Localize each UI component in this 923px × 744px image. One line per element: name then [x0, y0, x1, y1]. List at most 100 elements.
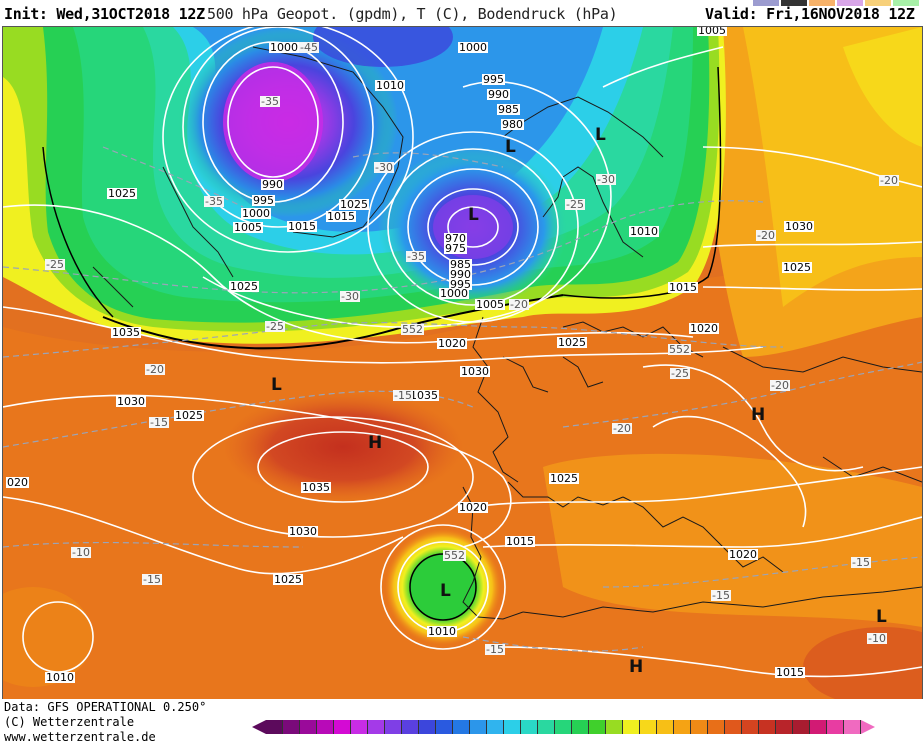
- temperature-label: -15: [711, 589, 731, 602]
- colorbar-cell: [691, 719, 708, 734]
- map-footer: Data: GFS OPERATIONAL 0.250° (C) Wetterz…: [0, 699, 923, 744]
- temperature-label: -20: [879, 174, 899, 187]
- pressure-label: 980: [501, 118, 524, 131]
- pressure-label: 1035: [409, 389, 439, 402]
- temperature-label: -10: [71, 546, 91, 559]
- mode-swatch[interactable]: [781, 0, 807, 6]
- colorbar-cell: [538, 719, 555, 734]
- colorbar-cell: [844, 719, 861, 734]
- colorbar-left-arrow: [252, 719, 266, 734]
- pressure-label: 1025: [557, 336, 587, 349]
- temperature-label: -20: [509, 298, 529, 311]
- weather-map: 1000 1000 1005 1010 995 990 985 980 1025 990 995 10…: [2, 26, 923, 700]
- temperature-isolines: [3, 146, 922, 652]
- colorbar-cell: [300, 719, 317, 734]
- temperature-label: -35: [204, 195, 224, 208]
- colorbar-cell: [504, 719, 521, 734]
- colorbar-cell: [776, 719, 793, 734]
- valid-info: Valid: Fri,16NOV2018 12Z: [705, 5, 915, 23]
- mode-swatch[interactable]: [809, 0, 835, 6]
- map-description: 500 hPa Geopot. (gpdm), T (C), Bodendruc…: [207, 5, 618, 23]
- temperature-label: -15: [851, 556, 871, 569]
- colorbar-cell: [317, 719, 334, 734]
- colorbar-cell: [368, 719, 385, 734]
- weather-map-canvas: [3, 27, 922, 699]
- pressure-label: 1000: [241, 207, 271, 220]
- colorbar-cell: [589, 719, 606, 734]
- pressure-label: 1010: [45, 671, 75, 684]
- pressure-label: 1005: [697, 26, 727, 37]
- pressure-label: 995: [252, 194, 275, 207]
- temperature-label: 552: [443, 549, 466, 562]
- temperature-label: -20: [145, 363, 165, 376]
- low-pressure-center: L: [505, 137, 516, 157]
- colorbar-cell: [725, 719, 742, 734]
- pressure-label: 1020: [458, 501, 488, 514]
- low-pressure-center: L: [468, 205, 479, 225]
- pressure-label: 1030: [116, 395, 146, 408]
- pressure-label: 1025: [782, 261, 812, 274]
- high-pressure-center: H: [629, 657, 644, 677]
- data-source: Data: GFS OPERATIONAL 0.250°: [4, 700, 207, 714]
- pressure-label: 1015: [775, 666, 805, 679]
- pressure-label: 1015: [505, 535, 535, 548]
- temperature-label: -25: [45, 258, 65, 271]
- colorbar-cell: [453, 719, 470, 734]
- colorbar-cell: [436, 719, 453, 734]
- temperature-label: -15: [393, 389, 413, 402]
- temperature-label: 552: [401, 323, 424, 336]
- colorbar-cell: [742, 719, 759, 734]
- pressure-label: 1025: [549, 472, 579, 485]
- pressure-label: 1000: [439, 287, 469, 300]
- copyright: (C) Wetterzentrale: [4, 715, 135, 729]
- init-label: Init:: [4, 5, 48, 23]
- colorbar-cell: [572, 719, 589, 734]
- colorbar-cell: [283, 719, 300, 734]
- temperature-label: -20: [756, 229, 776, 242]
- colorbar-cell: [521, 719, 538, 734]
- low-pressure-center: L: [876, 607, 887, 627]
- colorbar-cell: [657, 719, 674, 734]
- colorbar-cell: [708, 719, 725, 734]
- colorbar-cell: [674, 719, 691, 734]
- init-value: Wed,31OCT2018 12Z: [56, 5, 205, 23]
- pressure-label: 970: [444, 232, 467, 245]
- pressure-label: 1015: [287, 220, 317, 233]
- isobars: [3, 27, 922, 678]
- mode-swatch[interactable]: [893, 0, 919, 6]
- mode-swatch[interactable]: [837, 0, 863, 6]
- pressure-label: 995: [449, 278, 472, 291]
- pressure-label: 1030: [288, 525, 318, 538]
- colorbar-cell: [351, 719, 368, 734]
- high-pressure-center: H: [368, 433, 383, 453]
- colorbar-cell: [640, 719, 657, 734]
- low-pressure-center: L: [595, 125, 606, 145]
- colorbar-right-arrow: [861, 719, 875, 734]
- pressure-label: 1010: [629, 225, 659, 238]
- temperature-label: -15: [485, 643, 505, 656]
- valid-value: Fri,16NOV2018 12Z: [766, 5, 915, 23]
- high-pressure-center: H: [751, 405, 766, 425]
- temperature-label: -25: [565, 198, 585, 211]
- temperature-label: -25: [265, 320, 285, 333]
- pressure-label: 1020: [437, 337, 467, 350]
- pressure-label: 985: [497, 103, 520, 116]
- valid-label: Valid:: [705, 5, 758, 23]
- mode-swatch[interactable]: [865, 0, 891, 6]
- temperature-label: -15: [149, 416, 169, 429]
- pressure-label: 1015: [668, 281, 698, 294]
- temperature-label: 552: [668, 343, 691, 356]
- website-url: www.wetterzentrale.de: [4, 730, 156, 744]
- pressure-label: 1000: [458, 41, 488, 54]
- colorbar-cell: [470, 719, 487, 734]
- pressure-label: 020: [6, 476, 29, 489]
- pressure-label: 990: [487, 88, 510, 101]
- pressure-label: 1025: [229, 280, 259, 293]
- mode-swatch[interactable]: [753, 0, 779, 6]
- temperature-label: -30: [374, 161, 394, 174]
- low-pressure-center: L: [271, 375, 282, 395]
- temperature-shading: [3, 27, 922, 699]
- pressure-label: 1010: [427, 625, 457, 638]
- temperature-label: -25: [670, 367, 690, 380]
- pressure-label: 1025: [339, 198, 369, 211]
